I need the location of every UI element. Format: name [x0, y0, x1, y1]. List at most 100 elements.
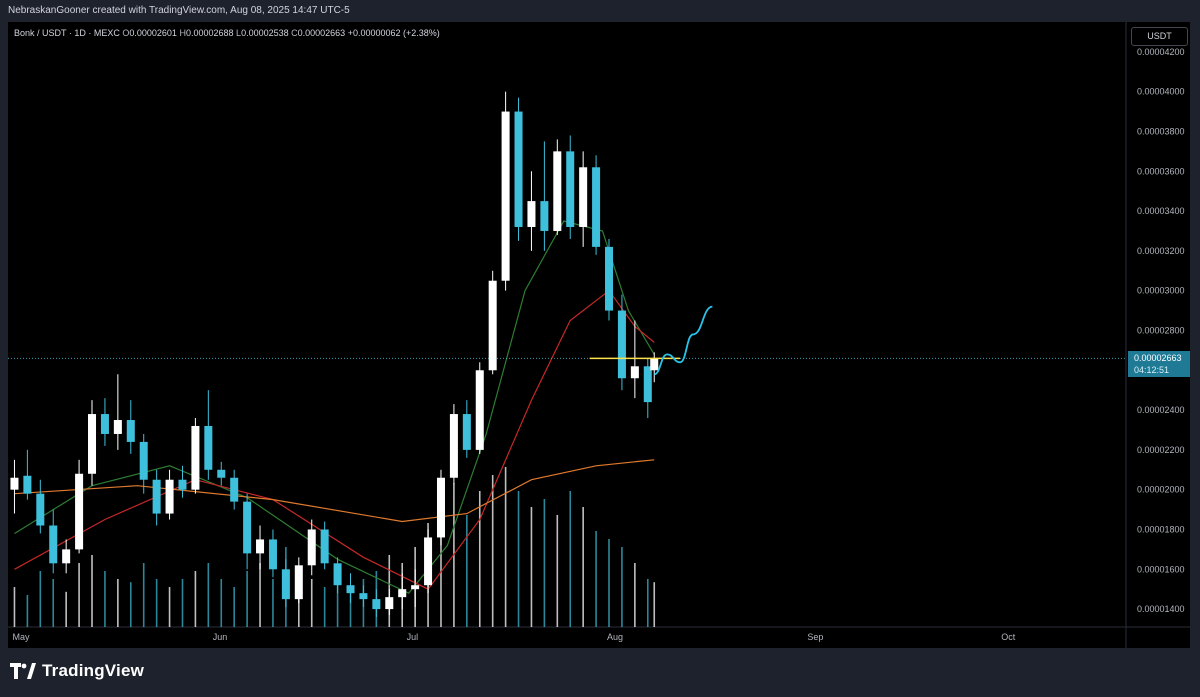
volume-bar	[233, 587, 235, 627]
candle-body[interactable]	[139, 441, 148, 480]
candle-body[interactable]	[436, 477, 445, 538]
candle-body[interactable]	[49, 525, 58, 564]
candle-body[interactable]	[62, 549, 71, 564]
candle-body[interactable]	[191, 425, 200, 490]
price-axis-tick-label: 0.00004200	[1137, 47, 1185, 57]
high-label: H	[179, 28, 186, 38]
candle-body[interactable]	[100, 414, 109, 434]
price-axis-tick-label: 0.00003400	[1137, 206, 1185, 216]
volume-bar	[39, 571, 42, 627]
current-price-value: 0.00002663	[1134, 353, 1182, 363]
volume-bar	[117, 579, 119, 627]
candle-body[interactable]	[514, 111, 523, 227]
candle-body[interactable]	[230, 477, 239, 502]
candle-body[interactable]	[540, 201, 549, 231]
candle-body[interactable]	[178, 479, 187, 490]
candle-body[interactable]	[650, 358, 659, 371]
attribution-bar: NebraskanGooner created with TradingView…	[0, 0, 1200, 22]
candle-body[interactable]	[256, 539, 265, 554]
candle-body[interactable]	[398, 589, 407, 598]
candle-body[interactable]	[36, 493, 45, 526]
candle-body[interactable]	[320, 529, 329, 564]
attribution-text: NebraskanGooner created with TradingView…	[8, 5, 350, 16]
candle-body[interactable]	[333, 563, 342, 586]
price-axis-tick-label: 0.00002800	[1137, 325, 1185, 335]
candle-body[interactable]	[165, 479, 174, 514]
candle-body[interactable]	[501, 111, 510, 281]
candle-body[interactable]	[411, 585, 420, 590]
price-chart[interactable]: 0.00004200 0.00004000 0.00003800 0.00003600…	[8, 22, 1190, 648]
candle-body[interactable]	[243, 501, 252, 554]
open-value: 0.00002601	[129, 28, 177, 38]
tradingview-wordmark: TradingView	[42, 661, 145, 680]
low-value: 0.00002538	[241, 28, 289, 38]
candle-body[interactable]	[462, 414, 471, 450]
price-axis-tick-label: 0.00003000	[1137, 286, 1185, 296]
volume-bar	[310, 579, 313, 627]
volume-bar	[13, 587, 16, 627]
candle-body[interactable]	[630, 366, 639, 379]
candle-body[interactable]	[294, 565, 303, 600]
price-axis-tick-label: 0.00001600	[1137, 564, 1185, 574]
candle-body[interactable]	[579, 167, 588, 227]
volume-bar	[646, 579, 649, 627]
volume-bar	[582, 507, 584, 627]
volume-bar	[194, 571, 197, 627]
volume-bar	[653, 582, 656, 627]
chart-frame[interactable]	[8, 22, 1190, 648]
price-axis-tick-label: 0.00002400	[1137, 405, 1185, 415]
volume-bar	[491, 475, 494, 627]
change-value: +0.00000062 (+2.38%)	[347, 28, 440, 38]
candle-body[interactable]	[113, 420, 122, 434]
ohlc-legend: Bonk / USDT · 1D · MEXC O0.00002601 H 0.0…	[14, 28, 440, 38]
open-label: O	[122, 28, 130, 38]
volume-bar	[621, 547, 623, 627]
volume-bar	[336, 579, 339, 627]
candle-body[interactable]	[566, 151, 575, 227]
volume-bar	[323, 587, 326, 627]
volume-bar	[129, 582, 132, 627]
volume-bar	[78, 563, 80, 627]
candle-body[interactable]	[23, 475, 32, 494]
price-axis-tick-label: 0.00001400	[1137, 604, 1185, 614]
volume-bar	[259, 563, 261, 627]
candle-body[interactable]	[527, 201, 536, 227]
candle-body[interactable]	[449, 414, 458, 478]
candle-body[interactable]	[217, 469, 226, 478]
candle-body[interactable]	[592, 167, 601, 247]
candle-body[interactable]	[424, 537, 433, 586]
candle-body[interactable]	[617, 310, 626, 379]
candle-body[interactable]	[88, 414, 97, 474]
time-axis-tick-label: Aug	[607, 632, 623, 642]
close-label: C	[291, 28, 298, 38]
volume-bar	[220, 579, 223, 627]
candle-body[interactable]	[359, 593, 368, 600]
candle-body[interactable]	[152, 479, 161, 514]
candle-body[interactable]	[204, 425, 213, 470]
candle-body[interactable]	[604, 246, 614, 311]
candle-body[interactable]	[126, 420, 135, 442]
volume-bar	[26, 595, 29, 627]
candle-body[interactable]	[10, 477, 19, 490]
candle-body[interactable]	[268, 539, 277, 570]
candle-body[interactable]	[488, 280, 497, 371]
volume-bar	[504, 467, 507, 627]
currency-unit-button[interactable]: USDT	[1131, 27, 1188, 46]
candle-body[interactable]	[75, 473, 84, 550]
candle-body[interactable]	[372, 599, 381, 610]
projection-path[interactable]	[653, 305, 713, 376]
price-axis-tick-label: 0.00001800	[1137, 524, 1185, 534]
price-axis-tick-label: 0.00003600	[1137, 166, 1185, 176]
candle-body[interactable]	[281, 569, 290, 600]
volume-bar	[530, 507, 533, 627]
volume-bar	[569, 491, 572, 627]
candle-body[interactable]	[346, 585, 355, 594]
moving-average-line-ma_mid	[14, 289, 655, 590]
tradingview-brand[interactable]: TradingView	[10, 661, 144, 681]
symbol-label[interactable]: Bonk / USDT · 1D · MEXC	[14, 28, 120, 38]
candle-body[interactable]	[475, 370, 484, 450]
candle-body[interactable]	[553, 151, 562, 231]
candle-body[interactable]	[385, 597, 394, 610]
candle-body[interactable]	[307, 529, 316, 566]
candle-body[interactable]	[643, 366, 652, 403]
